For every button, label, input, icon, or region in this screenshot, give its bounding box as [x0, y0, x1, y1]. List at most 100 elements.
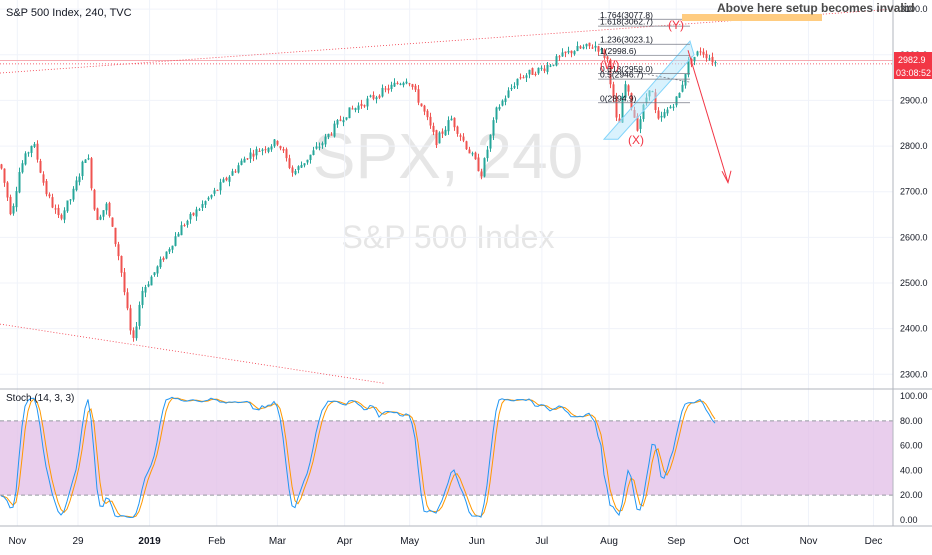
candle-body	[183, 225, 186, 227]
candle-body	[486, 149, 489, 159]
candle-body	[351, 108, 354, 110]
candle-body	[108, 202, 111, 217]
y-tick-label: 2800.0	[900, 141, 928, 151]
fib-level-label: 0.618(2959.0)	[600, 64, 653, 74]
candle-body	[285, 149, 288, 159]
lower-channel-line	[0, 323, 386, 384]
stoch-tick-label: 20.00	[900, 490, 923, 500]
candle-body	[666, 109, 669, 114]
candle-body	[534, 73, 537, 76]
candle-body	[594, 45, 597, 48]
candle-body	[324, 136, 327, 145]
candle-body	[339, 119, 342, 121]
candle-body	[123, 272, 126, 293]
candle-body	[243, 158, 246, 163]
candle-body	[660, 115, 663, 118]
x-tick-label: Aug	[600, 536, 618, 547]
candle-body	[363, 105, 366, 107]
candle-body	[264, 149, 267, 151]
candle-body	[348, 107, 351, 119]
candle-body	[615, 96, 618, 118]
candle-body	[3, 168, 6, 183]
candle-body	[297, 166, 300, 170]
candle-body	[45, 181, 48, 195]
candle-body	[36, 143, 39, 160]
candle-body	[480, 171, 483, 177]
fib-level-label: 1.618(3062.7)	[600, 17, 653, 27]
x-tick-label: Oct	[733, 536, 749, 547]
candle-body	[60, 214, 63, 219]
candle-body	[609, 59, 612, 85]
x-tick-label: Apr	[337, 536, 353, 547]
candle-body	[312, 150, 315, 155]
x-tick-label: May	[400, 536, 419, 547]
candle-body	[471, 153, 474, 155]
candle-body	[669, 106, 672, 109]
candle-body	[192, 212, 195, 216]
candle-body	[591, 47, 594, 49]
candle-body	[267, 147, 270, 152]
candle-body	[444, 129, 447, 136]
candle-body	[336, 120, 339, 125]
stoch-tick-label: 80.00	[900, 416, 923, 426]
fib-level-label: 1.236(3023.1)	[600, 35, 653, 45]
candle-body	[354, 108, 357, 111]
candle-body	[165, 251, 168, 259]
projection-arrow-head	[721, 170, 732, 184]
candle-body	[705, 53, 708, 59]
candle-body	[129, 308, 132, 331]
candle-body	[318, 146, 321, 148]
candle-body	[249, 152, 252, 159]
candle-body	[384, 88, 387, 90]
candle-body	[573, 51, 576, 55]
candle-body	[405, 81, 408, 84]
x-tick-label: Jun	[469, 536, 485, 547]
candle-body	[441, 131, 444, 134]
candle-body	[144, 287, 147, 293]
symbol-title[interactable]: S&P 500 Index, 240, TVC	[6, 7, 132, 19]
candle-body	[501, 100, 504, 106]
price-tag-value: 2982.9	[898, 55, 926, 65]
candle-body	[114, 227, 117, 245]
candle-body	[519, 77, 522, 79]
candle-body	[537, 67, 540, 74]
y-tick-label: 2600.0	[900, 232, 928, 242]
candle-body	[66, 200, 69, 212]
candle-body	[489, 134, 492, 149]
candle-body	[555, 56, 558, 66]
candle-body	[567, 50, 570, 53]
price-tag-box	[894, 52, 932, 79]
candle-body	[516, 78, 519, 86]
candle-body	[558, 56, 561, 58]
x-tick-label: Nov	[8, 536, 26, 547]
candle-body	[654, 92, 657, 111]
candle-body	[84, 159, 87, 163]
candle-body	[0, 164, 3, 169]
candle-body	[456, 126, 459, 134]
candle-body	[402, 82, 405, 86]
indicator-label[interactable]: Stoch (14, 3, 3)	[6, 393, 74, 404]
candle-body	[399, 83, 402, 85]
candle-body	[294, 170, 297, 175]
candle-body	[483, 158, 486, 177]
candle-body	[345, 117, 348, 120]
trend-lines	[0, 8, 894, 384]
candle-body	[426, 110, 429, 118]
candle-body	[198, 209, 201, 211]
candle-body	[141, 290, 144, 305]
candle-body	[678, 92, 681, 98]
candle-body	[153, 272, 156, 276]
fib-level-label: 1.764(3077.8)	[600, 10, 653, 20]
candle-body	[396, 82, 399, 84]
candle-body	[18, 172, 21, 193]
candle-body	[246, 158, 249, 160]
candle-body	[201, 203, 204, 208]
candle-body	[675, 96, 678, 106]
candle-body	[327, 134, 330, 138]
candle-body	[681, 84, 684, 92]
candle-body	[624, 84, 627, 98]
candle-body	[9, 196, 12, 215]
candle-body	[687, 60, 690, 75]
candle-body	[507, 90, 510, 98]
